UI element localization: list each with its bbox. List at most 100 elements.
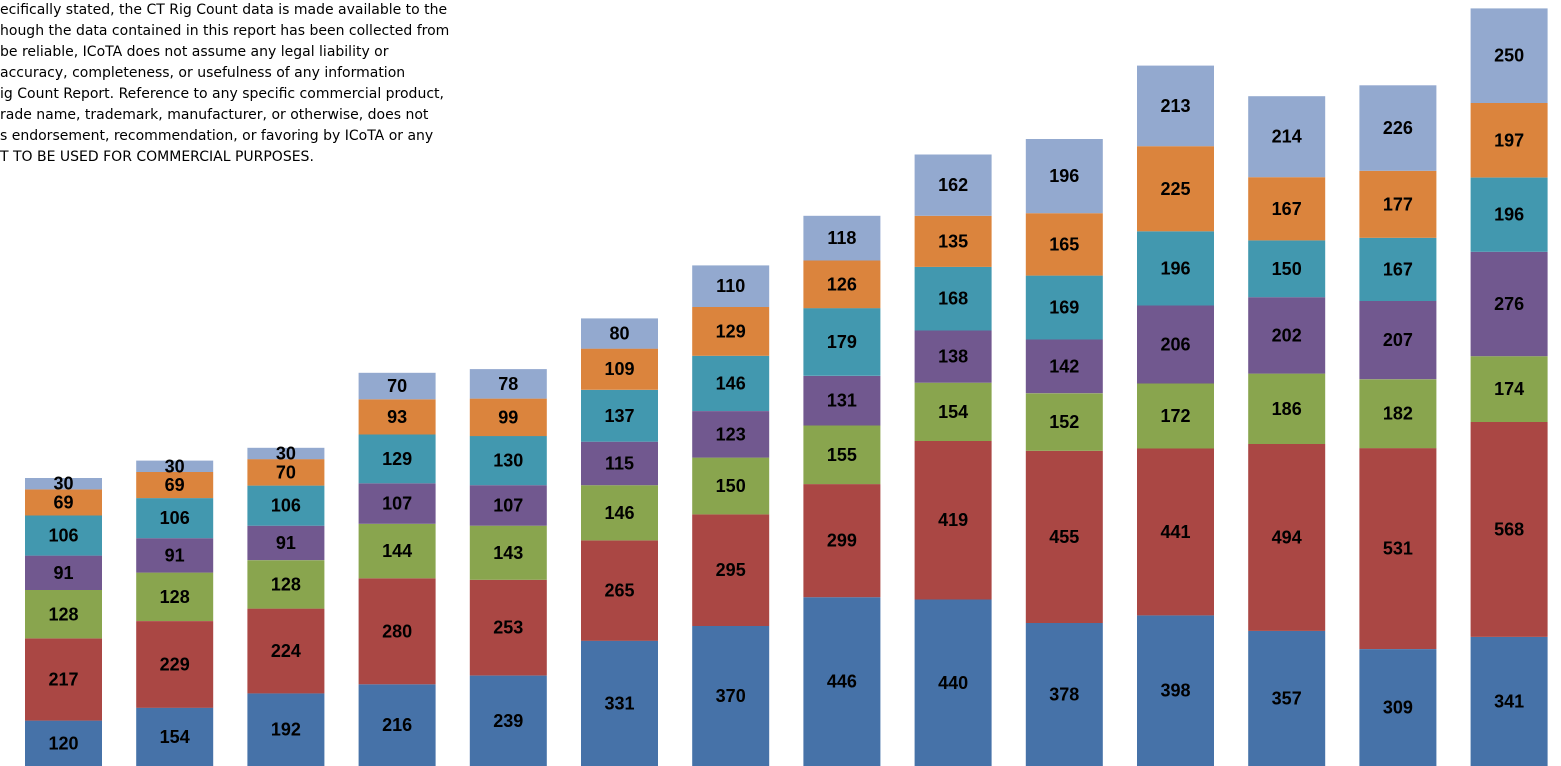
bar-segment [914, 599, 992, 766]
data-label: 446 [827, 672, 857, 692]
bar-segment [1248, 444, 1326, 631]
bar-segment [358, 399, 436, 435]
data-label: 419 [938, 510, 968, 530]
data-label: 126 [827, 274, 857, 294]
data-label: 531 [1383, 539, 1413, 559]
data-label: 128 [48, 604, 78, 624]
bar-segment [803, 597, 881, 766]
data-label: 207 [1383, 330, 1413, 350]
data-label: 70 [387, 376, 407, 396]
bar-segment [1025, 213, 1103, 276]
bar-segment [1470, 8, 1548, 103]
bar-segment [25, 720, 102, 766]
bar-segment [136, 472, 214, 499]
bar-segment [469, 675, 547, 766]
bar-segment [1470, 177, 1548, 252]
data-label: 110 [716, 276, 745, 296]
bar-stack: 440 419 154 138 168 135 162 [914, 154, 992, 766]
bar-segment [1025, 275, 1103, 340]
data-label: 123 [716, 424, 746, 444]
bar-stack: 239 253 143 107 130 99 78 [469, 369, 547, 766]
bar-segment [1025, 339, 1103, 394]
bar-segment [914, 382, 992, 441]
bar-segment [1137, 383, 1214, 449]
disclaimer-line: accuracy, completeness, or usefulness of… [0, 65, 406, 81]
bar-segment [803, 484, 881, 598]
bar-stack: 341 568 174 276 196 197 250 [1470, 8, 1548, 766]
data-label: 378 [1049, 685, 1079, 705]
bar-segment [1025, 450, 1103, 623]
bar-segment [136, 707, 214, 766]
data-label: 154 [938, 402, 968, 422]
bar-segment [692, 355, 770, 411]
data-label: 155 [827, 445, 857, 465]
data-label: 197 [1494, 130, 1524, 150]
bar-segment [1359, 379, 1437, 449]
bar-segment [803, 308, 881, 376]
disclaimer-line: T TO BE USED FOR COMMERCIAL PURPOSES. [0, 149, 314, 165]
bar-segment [358, 684, 436, 766]
bar-segment [136, 621, 214, 708]
data-label: 239 [493, 711, 523, 731]
data-label: 30 [53, 474, 73, 494]
data-label: 168 [938, 289, 968, 309]
bar-segment [25, 489, 102, 516]
bar-stack: 216 280 144 107 129 93 70 [358, 372, 436, 766]
bar-segment [1359, 85, 1437, 171]
bar-segment [25, 555, 102, 590]
bar-segment [692, 514, 770, 626]
bar-segment [1248, 630, 1326, 766]
data-label: 70 [276, 462, 296, 482]
bar-segment [136, 538, 214, 573]
data-label: 213 [1160, 96, 1190, 116]
bar-segment [136, 572, 214, 621]
disclaimer-line: ecifically stated, the CT Rig Count data… [0, 2, 448, 18]
bar-segment [247, 447, 325, 460]
bar-segment [469, 369, 547, 399]
bar-segment [469, 398, 547, 437]
data-label: 107 [382, 494, 412, 514]
data-label: 154 [160, 727, 190, 747]
data-label: 78 [498, 374, 518, 394]
data-label: 146 [716, 373, 746, 393]
data-label: 120 [48, 733, 78, 753]
data-label: 179 [827, 332, 857, 352]
data-label: 455 [1049, 527, 1079, 547]
bar-segment [1025, 139, 1103, 214]
disclaimer-text: ecifically stated, the CT Rig Count data… [0, 0, 560, 168]
disclaimer-line: ig Count Report. Reference to any specif… [0, 86, 444, 102]
bar-segment [581, 540, 658, 641]
bar-segment [1359, 170, 1437, 238]
data-label: 174 [1494, 379, 1524, 399]
data-label: 142 [1049, 356, 1079, 376]
bar-segment [1359, 649, 1437, 766]
bar-segment [692, 307, 770, 356]
data-label: 152 [1049, 412, 1079, 432]
data-label: 30 [165, 456, 185, 476]
bar-segment [358, 483, 436, 524]
data-label: 331 [604, 693, 634, 713]
data-label: 295 [716, 560, 746, 580]
bar-segment [581, 389, 658, 442]
bar-segment [803, 425, 881, 485]
data-label: 93 [387, 407, 407, 427]
data-label: 398 [1160, 681, 1190, 701]
bar-stack: 370 295 150 123 146 129 110 [692, 265, 770, 766]
data-label: 106 [48, 526, 78, 546]
data-label: 167 [1383, 259, 1413, 279]
bar-segment [1248, 240, 1326, 298]
data-label: 143 [493, 543, 523, 563]
bar-segment [469, 579, 547, 676]
bar-segment [1025, 393, 1103, 451]
bar-segment [469, 436, 547, 486]
bar-segment [1137, 305, 1214, 384]
data-label: 309 [1383, 698, 1413, 718]
data-label: 216 [382, 715, 412, 735]
bar-segment [136, 498, 214, 539]
data-label: 224 [271, 641, 301, 661]
bar-segment [581, 485, 658, 541]
data-label: 177 [1383, 194, 1413, 214]
data-label: 69 [53, 492, 73, 512]
bar-segment [247, 485, 325, 526]
data-label: 186 [1272, 399, 1302, 419]
